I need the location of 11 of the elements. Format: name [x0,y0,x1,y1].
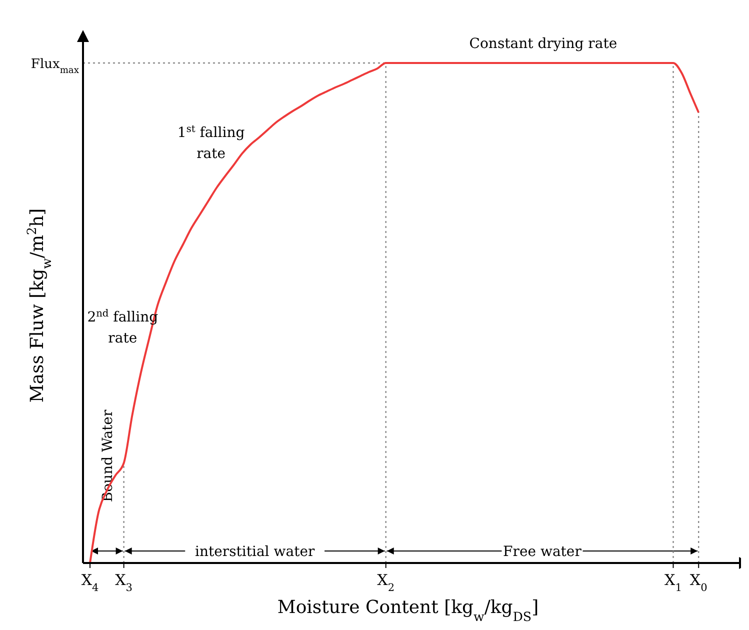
x-tick-label: X$_{4}$ [81,571,99,594]
annotation: 1$^{st}$ falling rate [177,124,245,162]
annotation: Free water [503,544,582,560]
text: Constant drying rate [469,36,618,52]
annotation: interstitial water [194,544,315,560]
x-axis-title: Moisture Content [kg$_{w}$/kg$_{DS}$] [277,597,539,624]
x-tick-label: X$_{2}$ [377,571,395,594]
ref-line-label: Flux$_{max}$ [30,57,80,76]
x-tick-label: X$_{0}$ [690,571,708,594]
x-tick-label: X$_{1}$ [664,571,682,594]
x-tick-label: X$_{3}$ [115,571,132,594]
